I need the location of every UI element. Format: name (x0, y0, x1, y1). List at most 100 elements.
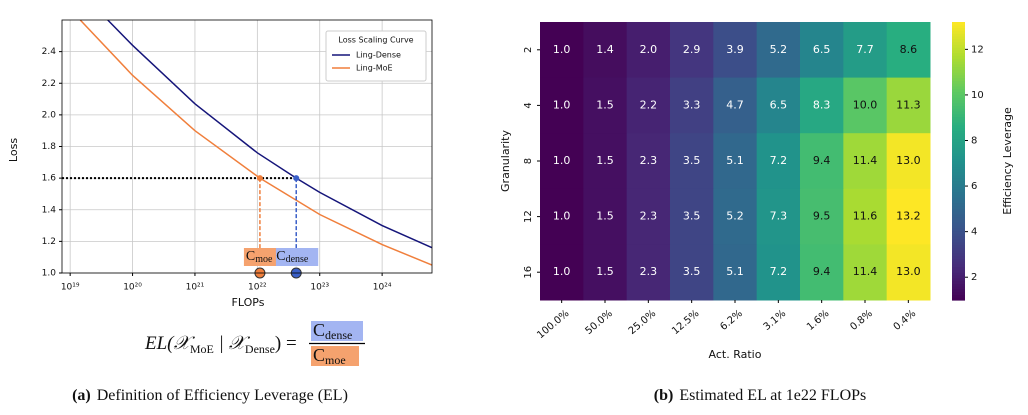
colorbar-tick-label: 8 (971, 135, 977, 146)
x-tick-label: 10²⁰ (123, 283, 142, 293)
heatmap-cell (626, 22, 671, 79)
caption-tag: (a) (72, 387, 91, 404)
heatmap-cell (886, 188, 931, 245)
caption-text: Definition of Efficiency Leverage (EL) (97, 387, 348, 404)
heatmap-cell (540, 244, 584, 301)
cell-label: 9.5 (813, 210, 831, 223)
y-tick-label: 16 (523, 266, 534, 279)
cell-label: 1.5 (596, 265, 614, 278)
colorbar-step (952, 180, 965, 184)
colorbar-step (952, 47, 965, 51)
y-tick-label: 1.4 (42, 205, 57, 215)
colorbar-step (952, 144, 965, 148)
x-tick-label: 10²³ (310, 283, 329, 293)
heatmap-cell (626, 77, 671, 134)
denominator: Cmoe (313, 345, 346, 367)
colorbar-step (952, 163, 965, 168)
colorbar-step (952, 197, 965, 201)
heatmap-cell (756, 188, 801, 245)
x-tick-label: 0.4% (892, 308, 919, 333)
x-tick-label: 10²⁴ (373, 283, 392, 293)
colorbar-step (952, 247, 965, 251)
cell-label: 13.2 (896, 210, 921, 223)
colorbar-step (952, 211, 965, 215)
x-tick-label: 10²² (248, 283, 267, 293)
colorbar-step (952, 286, 965, 290)
caption: (a) Definition of Efficiency Leverage (EL… (72, 387, 348, 404)
cell-label: 3.3 (683, 98, 701, 111)
cell-label: 2.3 (640, 154, 658, 167)
colorbar-step (952, 35, 965, 40)
colorbar-step (952, 255, 965, 259)
x-tick-label: 10²¹ (186, 283, 205, 293)
point (293, 175, 300, 182)
heatmap-cell (886, 77, 931, 134)
colorbar-step (952, 274, 965, 279)
cell-label: 3.5 (683, 210, 701, 223)
heatmap-cell (756, 244, 801, 301)
denominator-box (311, 346, 359, 366)
cell-label: 5.1 (726, 265, 744, 278)
heatmap-cell (713, 22, 758, 79)
cell-label: 1.5 (596, 154, 614, 167)
colorbar-step (952, 41, 965, 45)
colorbar-step (952, 58, 965, 62)
cell-label: 7.2 (770, 265, 788, 278)
colorbar-step (952, 258, 965, 262)
colorbar-step (952, 24, 965, 29)
legend-title: Loss Scaling Curve (338, 36, 413, 45)
x-axis-label: Act. Ratio (709, 348, 762, 361)
colorbar-step (952, 288, 965, 293)
colorbar-tick-label: 4 (971, 227, 977, 238)
cell-label: 1.0 (553, 265, 571, 278)
colorbar-step (952, 252, 965, 257)
colorbar-step (952, 99, 965, 104)
colorbar-step (952, 110, 965, 115)
colorbar-step (952, 224, 965, 229)
heatmap-cell (800, 188, 844, 245)
colorbar-step (952, 283, 965, 287)
heatmap-cell (626, 133, 671, 190)
cell-label: 5.1 (726, 154, 744, 167)
colorbar-step (952, 133, 965, 137)
formula-part: | 𝒳 (214, 333, 251, 354)
heatmap-cell (800, 133, 844, 190)
denominator-sub: moe (325, 353, 346, 367)
heatmap-cell (843, 22, 888, 79)
cell-label: 1.0 (553, 154, 571, 167)
colorbar-step (952, 172, 965, 176)
colorbar-step (952, 152, 965, 157)
cell-label: 10.0 (853, 98, 878, 111)
colorbar-step (952, 269, 965, 273)
colorbar-step (952, 216, 965, 220)
colorbar-step (952, 55, 965, 59)
colorbar-step (952, 219, 965, 223)
colorbar-step (952, 30, 965, 34)
cell-label: 2.2 (640, 98, 658, 111)
caption-tag: (b) (654, 387, 674, 404)
colorbar-step (952, 130, 965, 134)
numerator-c: C (313, 320, 325, 340)
y-tick-label: 2 (523, 47, 534, 53)
cell-label: 8.6 (900, 43, 918, 56)
colorbar-step (952, 69, 965, 73)
colorbar-step (952, 244, 965, 248)
y-tick-label: 1.0 (42, 269, 57, 279)
x-tick-label: 0.8% (848, 308, 875, 333)
colorbar-step (952, 291, 965, 296)
colorbar-step (952, 113, 965, 118)
colorbar-step (952, 238, 965, 243)
colorbar-step (952, 261, 965, 265)
cell-label: 3.5 (683, 265, 701, 278)
annotation-box (243, 248, 276, 266)
heatmap-cell (800, 22, 844, 79)
line-series (107, 20, 432, 249)
heatmap-cell (583, 188, 628, 245)
x-tick-label: 6.2% (718, 308, 745, 333)
annotation-sub: moe (255, 254, 273, 265)
heatmap-cell (713, 188, 758, 245)
colorbar-step (952, 44, 965, 48)
y-tick-label: 8 (523, 158, 534, 164)
colorbar-step (952, 102, 965, 106)
